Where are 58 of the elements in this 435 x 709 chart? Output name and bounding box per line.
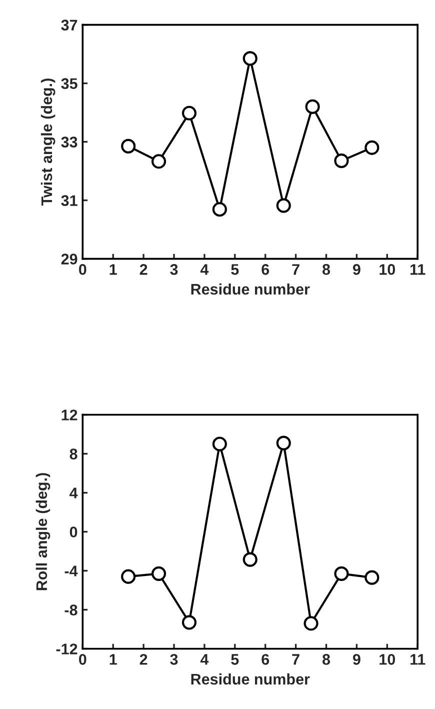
point [334,154,349,168]
x-tick-label: 2 [140,264,148,275]
point [364,570,380,585]
y-axis-title: Roll angle (deg.) [36,473,50,590]
y-tick-label: 8 [70,448,78,460]
point [121,138,136,154]
y-tick-label: -8 [64,604,78,616]
x-tick-label: 0 [79,264,86,275]
point [242,51,258,66]
point [212,436,227,452]
point [242,552,258,567]
x-tick-label: 5 [231,654,239,665]
point [182,106,197,120]
y-axis-title: Twist angle (deg.) [40,78,56,206]
x-axis-title: Residue number [191,283,310,295]
x-tick-label: 6 [262,654,270,665]
point [121,569,136,584]
point [334,566,349,581]
x-tick-label: 9 [352,264,360,275]
y-tick-label: -12 [56,644,78,654]
point [182,615,197,630]
point [364,140,380,155]
x-tick-label: 11 [410,264,426,275]
y-tick-label: 31 [61,195,78,206]
x-tick-label: 10 [380,264,396,275]
x-axis-title: Residue number [191,673,310,685]
x-tick-label: 2 [140,654,148,665]
x-tick-label: 4 [200,264,209,275]
x-tick-label: 1 [110,264,117,275]
x-tick-label: 7 [292,654,300,665]
x-tick-label: 5 [231,264,239,275]
x-tick-label: 1 [110,654,117,665]
point [151,566,166,581]
x-tick-label: 3 [170,654,178,665]
point [305,99,320,114]
x-tick-label: 4 [200,654,209,665]
x-tick-label: 3 [170,264,178,275]
y-tick-label: 33 [61,136,78,148]
x-tick-label: 10 [380,654,396,665]
y-tick-label: 12 [62,410,78,420]
point [212,202,227,217]
x-tick-label: 6 [262,264,270,275]
x-tick-label: 9 [352,654,360,665]
point [304,616,318,631]
x-tick-label: 11 [410,654,426,665]
y-tick-label: 29 [61,254,78,264]
y-tick-label: -4 [64,566,78,576]
x-tick-label: 8 [322,654,330,665]
point [151,154,166,169]
x-tick-label: 7 [292,264,300,275]
x-tick-label: 0 [79,654,86,665]
y-tick-label: 4 [70,488,78,498]
x-tick-label: 8 [322,264,330,275]
y-tick-label: 37 [61,20,78,31]
y-tick-label: 35 [61,78,78,90]
y-tick-label: 0 [70,526,78,538]
point [276,198,291,213]
point [276,436,291,450]
